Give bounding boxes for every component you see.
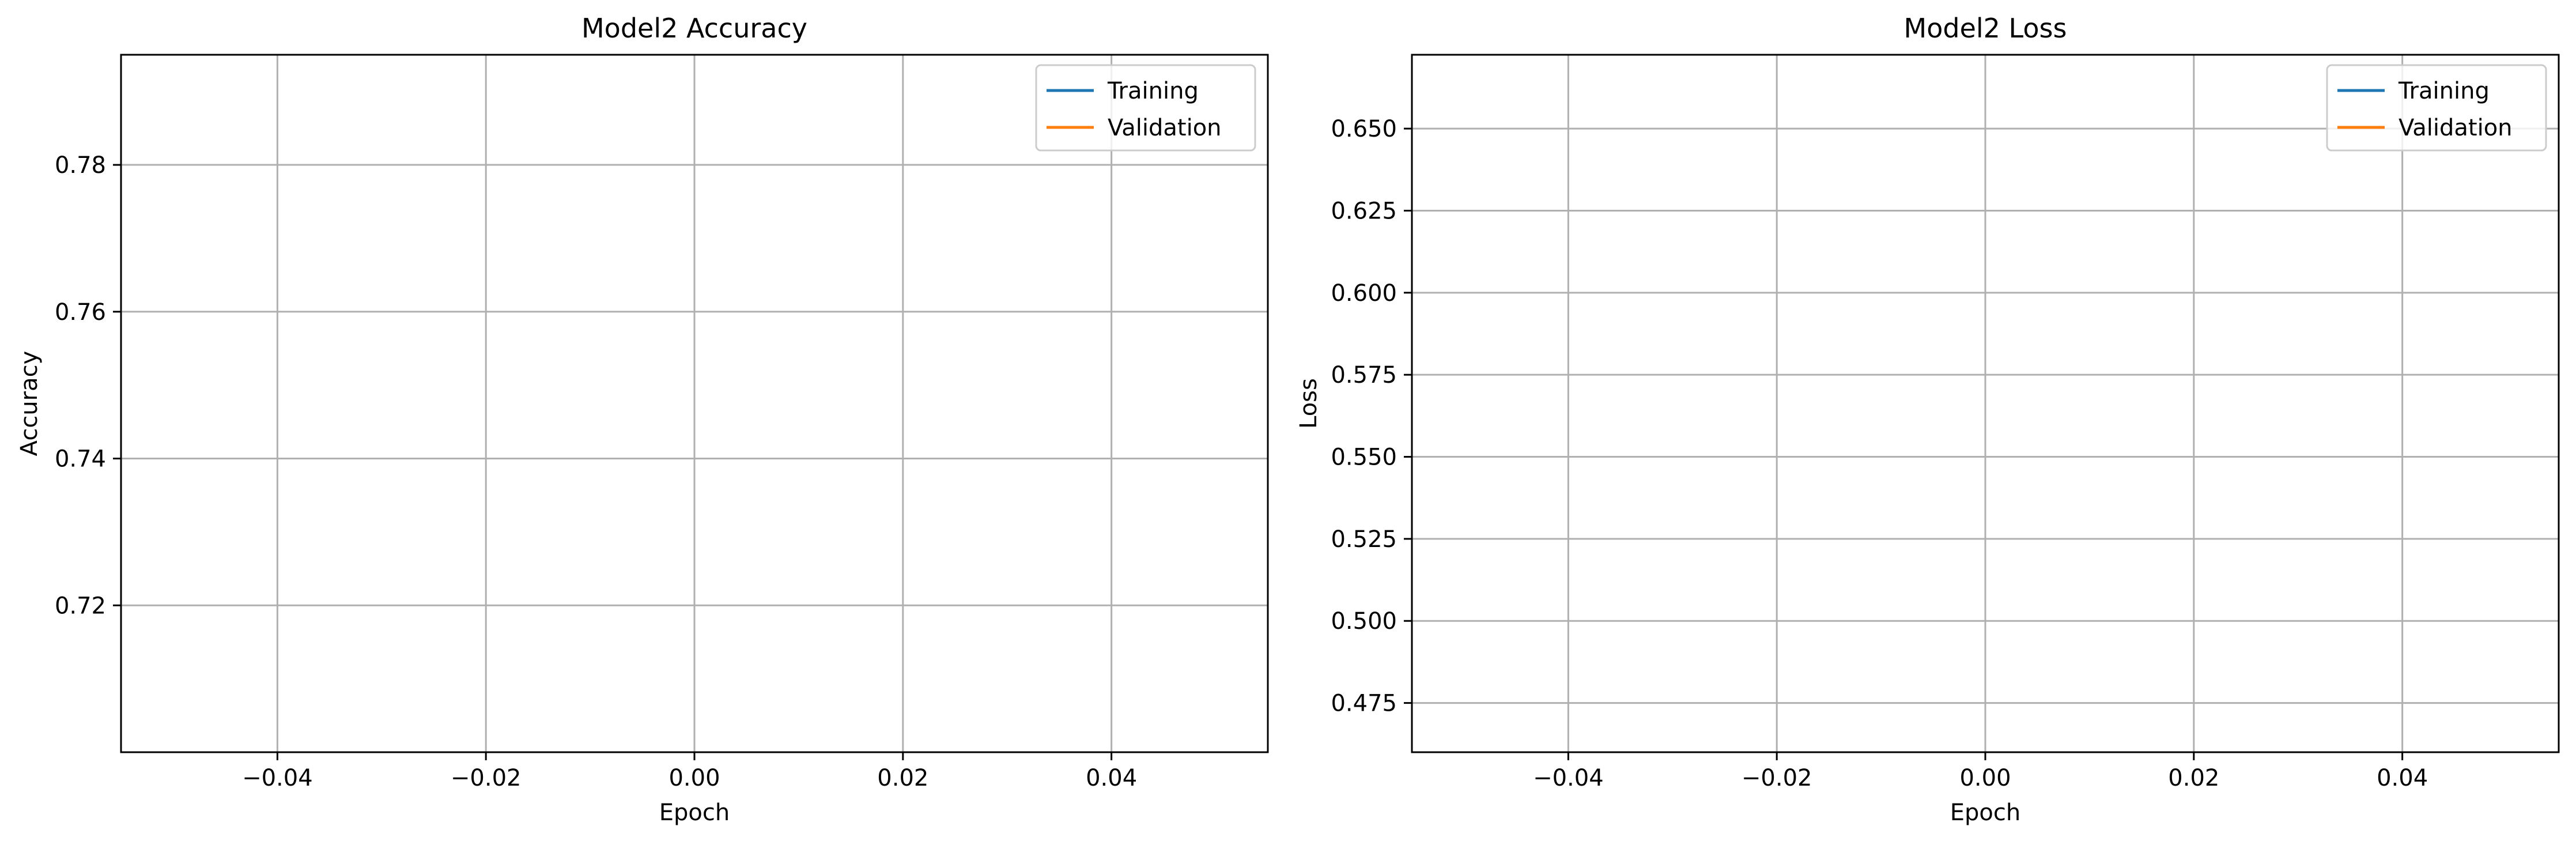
legend: Training Validation: [2326, 64, 2547, 152]
x-tick-label: 0.02: [2168, 765, 2219, 791]
legend-box: [1035, 64, 1256, 152]
legend-label-training: Training: [1107, 78, 1199, 104]
x-tick-label: 0.00: [668, 765, 720, 791]
legend-box: [2326, 64, 2547, 152]
chart-panel-1: −0.04 −0.02 0.00 0.02 0.04 0.475 0.500 0.525 0.5…: [1295, 13, 2560, 826]
x-axis-label: Epoch: [1950, 799, 2020, 826]
x-tick-label: 0.02: [877, 765, 928, 791]
legend-label-training: Training: [2398, 78, 2490, 104]
y-tick-label: 0.550: [1331, 444, 1397, 471]
legend: Training Validation: [1035, 64, 1256, 152]
legend-label-validation: Validation: [2399, 115, 2513, 141]
y-tick-label: 0.78: [55, 152, 106, 179]
chart-title: Model2 Loss: [1904, 13, 2067, 44]
legend-label-validation: Validation: [1108, 115, 1222, 141]
y-tick-label: 0.74: [55, 446, 106, 473]
y-tick-label: 0.600: [1331, 280, 1397, 307]
y-tick-label: 0.525: [1331, 526, 1397, 553]
x-tick-label: −0.04: [1533, 765, 1604, 791]
y-tick-label: 0.650: [1331, 116, 1397, 142]
x-tick-label: 0.04: [1086, 765, 1137, 791]
x-tick-label: −0.04: [242, 765, 313, 791]
x-axis-label: Epoch: [659, 799, 730, 826]
x-tick-label: −0.02: [451, 765, 522, 791]
y-axis-label: Loss: [1295, 378, 1322, 429]
y-tick-label: 0.475: [1331, 691, 1397, 717]
chart-title: Model2 Accuracy: [581, 13, 807, 44]
x-tick-label: −0.02: [1742, 765, 1812, 791]
y-tick-label: 0.72: [55, 593, 106, 619]
x-tick-label: 0.04: [2377, 765, 2428, 791]
y-tick-label: 0.575: [1331, 362, 1397, 388]
y-tick-label: 0.500: [1331, 608, 1397, 635]
chart-panel-0: −0.04 −0.02 0.00 0.02 0.04 0.72 0.74 0.76 0.78 Mo…: [16, 13, 1269, 826]
y-tick-label: 0.625: [1331, 198, 1397, 224]
y-axis-label: Accuracy: [16, 351, 43, 457]
x-tick-label: 0.00: [1959, 765, 2011, 791]
y-tick-label: 0.76: [55, 299, 106, 326]
